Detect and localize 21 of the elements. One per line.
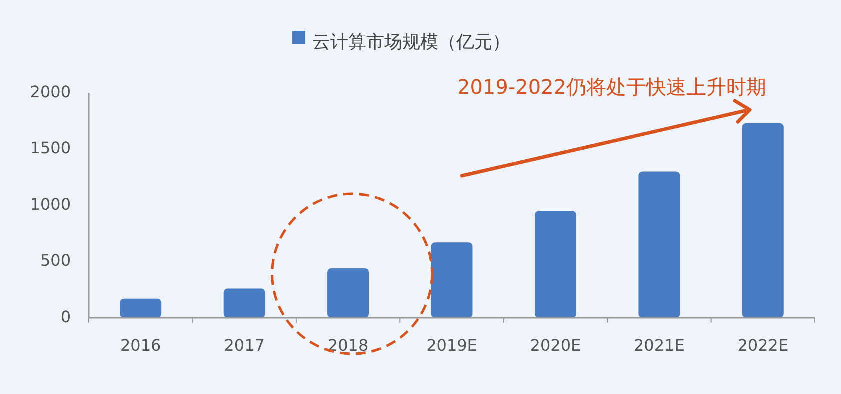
annotation: 2019-2022仍将处于快速上升时期: [457, 75, 767, 99]
bar: [328, 268, 370, 318]
y-tick-label: 2000: [30, 82, 71, 102]
x-tick-label: 2020E: [530, 336, 582, 355]
x-tick-label: 2016: [120, 336, 162, 355]
x-tick-label: 2017: [224, 336, 265, 355]
y-tick-label: 1000: [30, 194, 71, 214]
x-tick-label: 2019E: [426, 336, 478, 355]
bar: [120, 298, 162, 318]
legend-label: 云计算市场规模（亿元）: [312, 32, 510, 53]
bar: [742, 123, 784, 318]
y-tick-label: 500: [40, 251, 71, 270]
y-tick-label: 1500: [30, 138, 71, 158]
bar: [534, 211, 576, 318]
x-tick-label: 2018: [328, 336, 369, 355]
bar: [224, 288, 266, 318]
bar: [431, 242, 473, 318]
y-tick-label: 0: [60, 307, 71, 326]
x-tick-label: 2021E: [634, 336, 685, 355]
bar: [638, 172, 680, 318]
x-tick-label: 2022E: [738, 336, 789, 355]
